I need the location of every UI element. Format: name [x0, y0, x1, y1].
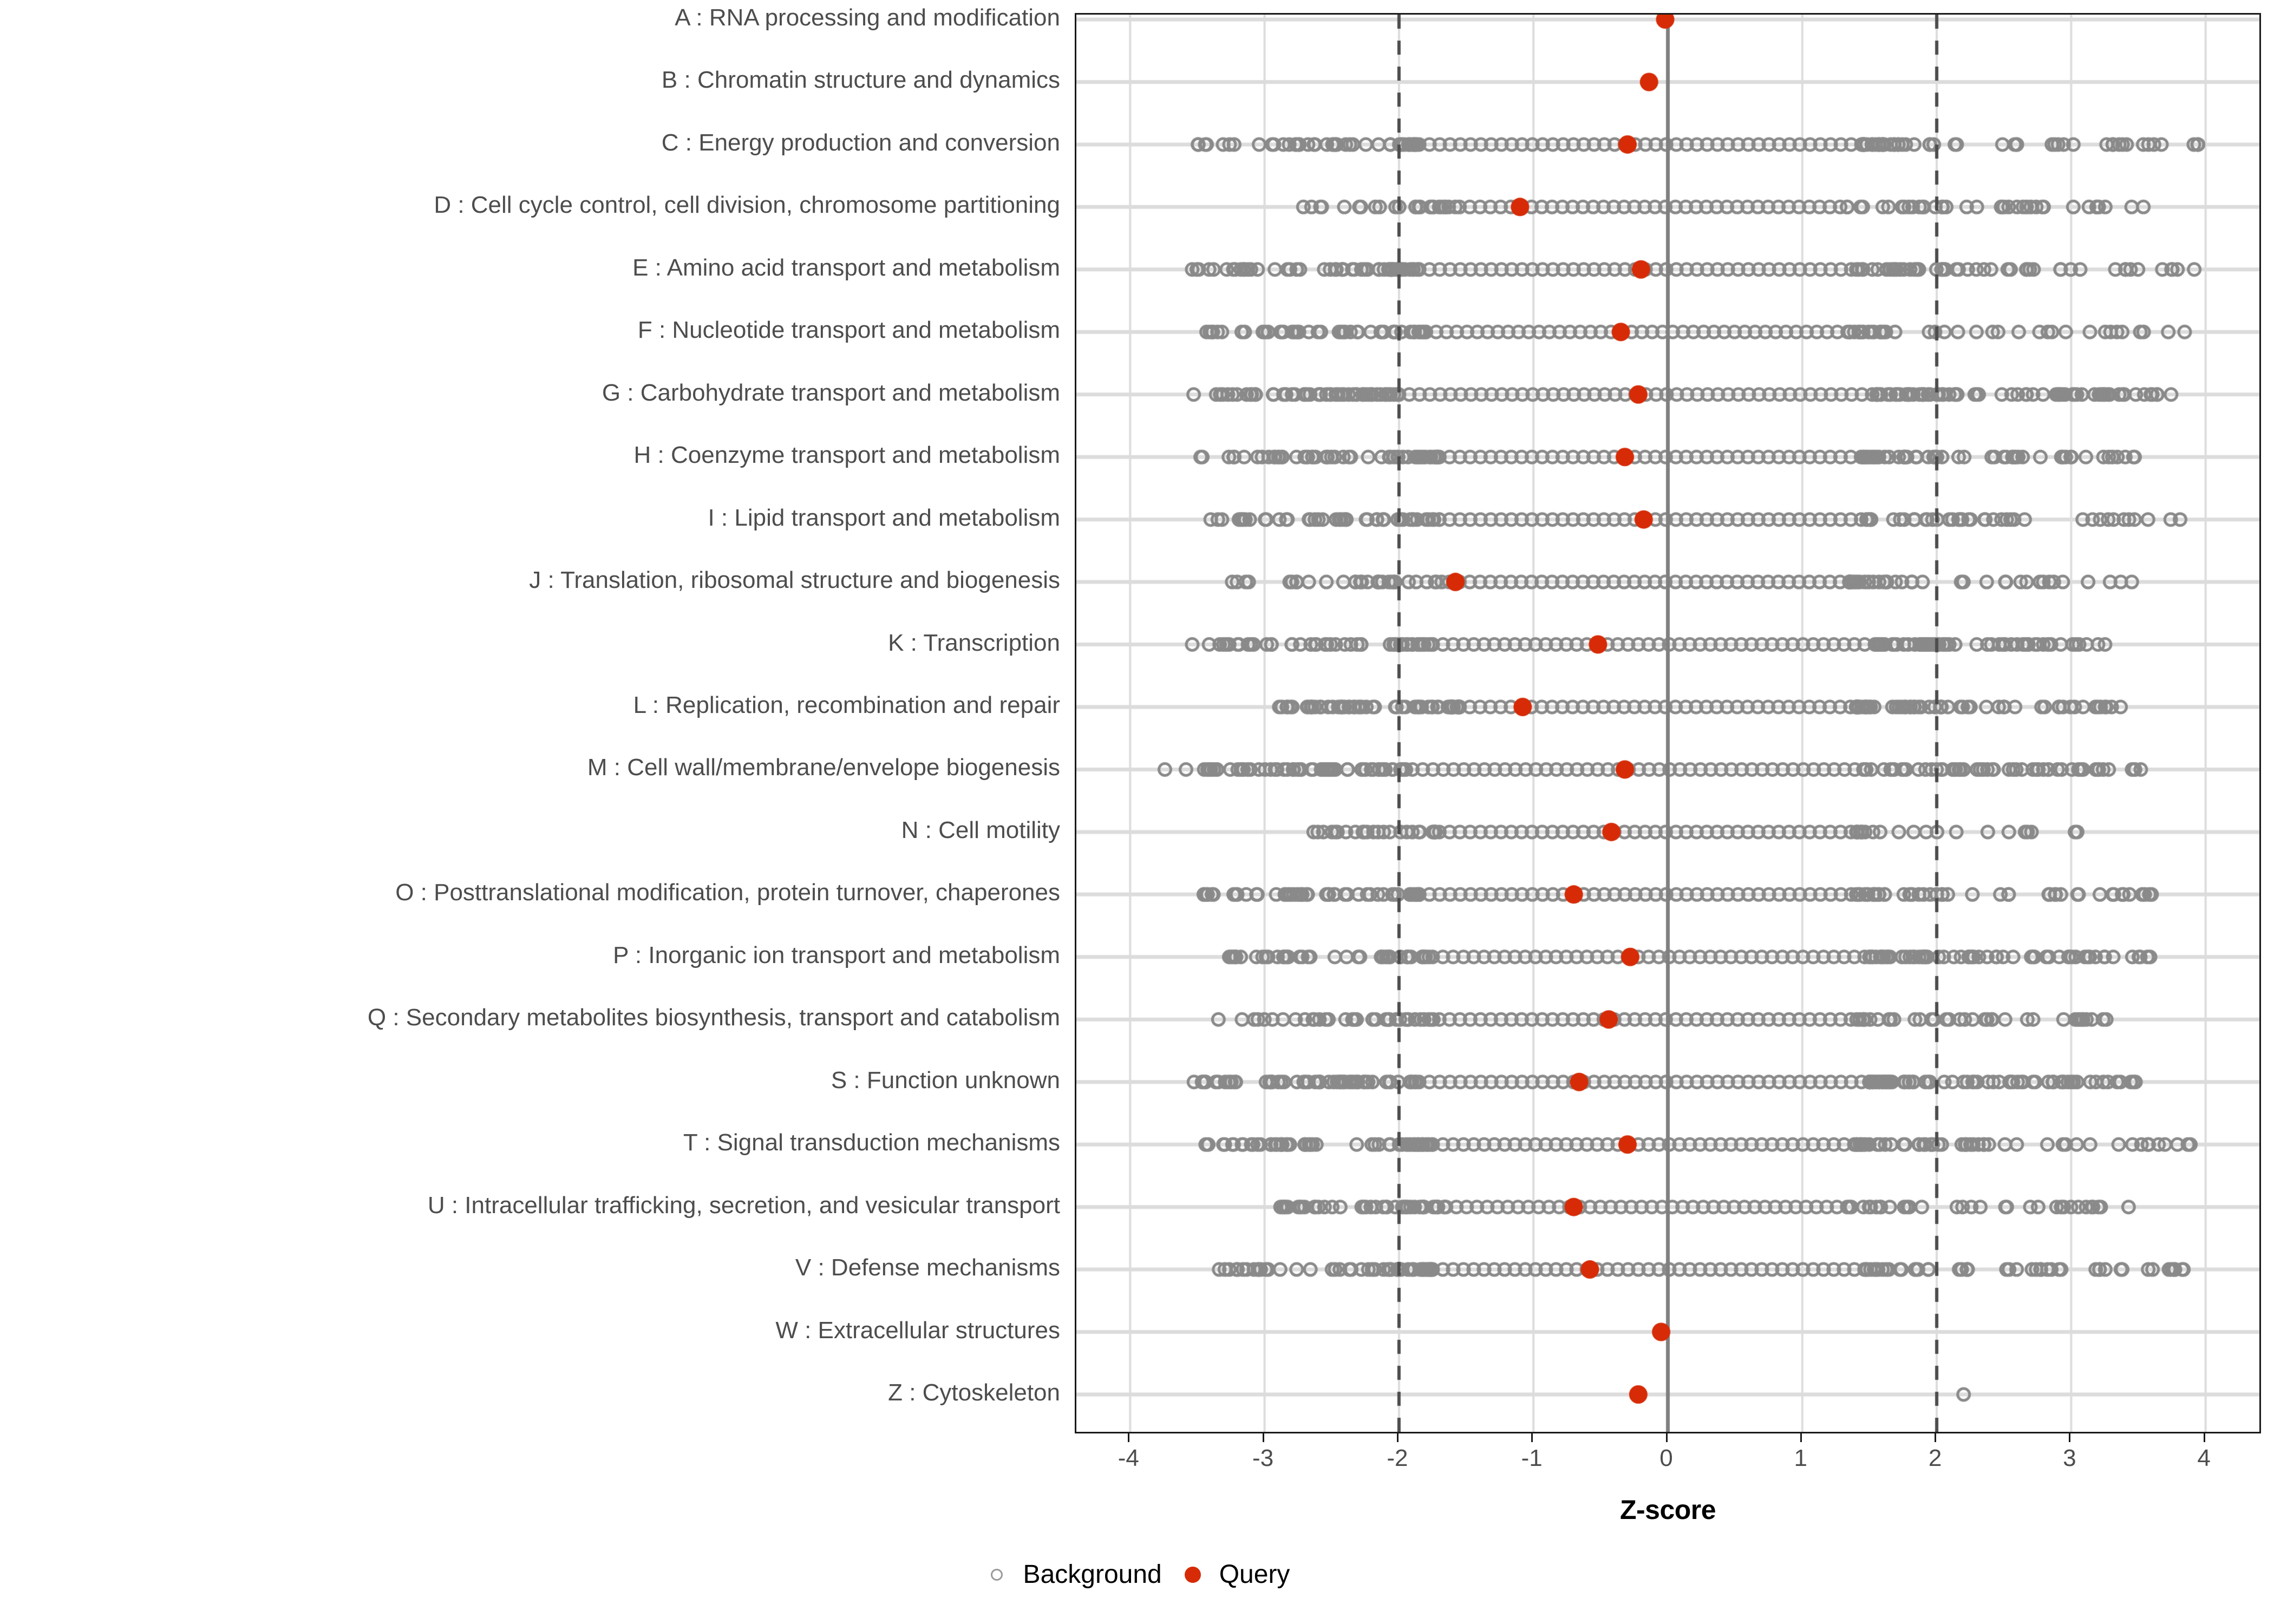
y-axis-label: U : Intracellular trafficking, secretion… — [427, 1191, 1060, 1219]
y-axis-label: H : Coenzyme transport and metabolism — [633, 442, 1060, 469]
x-axis-tick-label: -1 — [1521, 1445, 1543, 1471]
y-axis-label: E : Amino acid transport and metabolism — [632, 254, 1060, 281]
y-axis-label: M : Cell wall/membrane/envelope biogenes… — [587, 754, 1060, 781]
legend-item-query: Query — [1180, 1562, 1290, 1588]
x-axis-tick — [1531, 1433, 1533, 1442]
y-axis-label: B : Chromatin structure and dynamics — [661, 67, 1060, 94]
y-axis-label: V : Defense mechanisms — [795, 1254, 1060, 1281]
x-axis-tick-label: -3 — [1252, 1445, 1274, 1471]
x-axis-tick-label: 3 — [2063, 1445, 2076, 1471]
x-axis-tick — [1665, 1433, 1668, 1442]
y-axis-label: C : Energy production and conversion — [661, 129, 1060, 156]
y-axis-label: D : Cell cycle control, cell division, c… — [434, 192, 1060, 219]
open-circle-icon — [984, 1562, 1009, 1587]
y-axis-label: W : Extracellular structures — [775, 1317, 1060, 1344]
x-axis-tick — [1262, 1433, 1264, 1442]
filled-circle-icon — [1180, 1562, 1205, 1587]
x-axis-tick — [1128, 1433, 1130, 1442]
x-axis-tick-label: 4 — [2197, 1445, 2211, 1471]
y-axis-label: G : Carbohydrate transport and metabolis… — [602, 379, 1060, 406]
x-axis-tick — [2069, 1433, 2071, 1442]
x-axis-tick-label: -4 — [1118, 1445, 1139, 1471]
y-axis-label: L : Replication, recombination and repai… — [633, 692, 1060, 718]
y-axis-label: O : Posttranslational modification, prot… — [395, 879, 1060, 906]
chart-legend: Background Query — [0, 1562, 2274, 1588]
y-axis-label: I : Lipid transport and metabolism — [708, 504, 1060, 531]
x-axis-tick — [1396, 1433, 1399, 1442]
y-axis-label: P : Inorganic ion transport and metaboli… — [613, 941, 1060, 968]
x-axis-tick — [1800, 1433, 1802, 1442]
x-axis-tick — [2203, 1433, 2205, 1442]
plot-panel — [1075, 13, 2261, 1433]
y-axis-label: S : Function unknown — [831, 1066, 1060, 1093]
y-axis-label: T : Signal transduction mechanisms — [683, 1129, 1060, 1156]
x-axis: -4 -3 -2 -1 0 1 2 3 4 — [1075, 1433, 2261, 1498]
y-axis-category-labels: A : RNA processing and modification B : C… — [0, 0, 1060, 1440]
x-axis-tick-label: 1 — [1794, 1445, 1808, 1471]
y-axis-label: Q : Secondary metabolites biosynthesis, … — [367, 1004, 1060, 1031]
x-axis-tick-label: 0 — [1659, 1445, 1673, 1471]
y-axis-label: F : Nucleotide transport and metabolism — [637, 317, 1060, 344]
y-axis-label: N : Cell motility — [901, 816, 1060, 843]
legend-label-background: Background — [1023, 1560, 1162, 1589]
y-axis-label: Z : Cytoskeleton — [888, 1379, 1060, 1406]
y-axis-label: A : RNA processing and modification — [675, 4, 1060, 31]
legend-item-background: Background — [984, 1562, 1162, 1588]
x-axis-tick-label: -2 — [1387, 1445, 1408, 1471]
y-axis-label: K : Transcription — [888, 629, 1060, 656]
scatter-plot-canvas — [1076, 15, 2259, 1432]
x-axis-title: Z-score — [1619, 1495, 1716, 1525]
x-axis-tick-label: 2 — [1928, 1445, 1942, 1471]
x-axis-tick — [1935, 1433, 1937, 1442]
y-axis-label: J : Translation, ribosomal structure and… — [529, 567, 1060, 594]
legend-label-query: Query — [1219, 1560, 1290, 1589]
